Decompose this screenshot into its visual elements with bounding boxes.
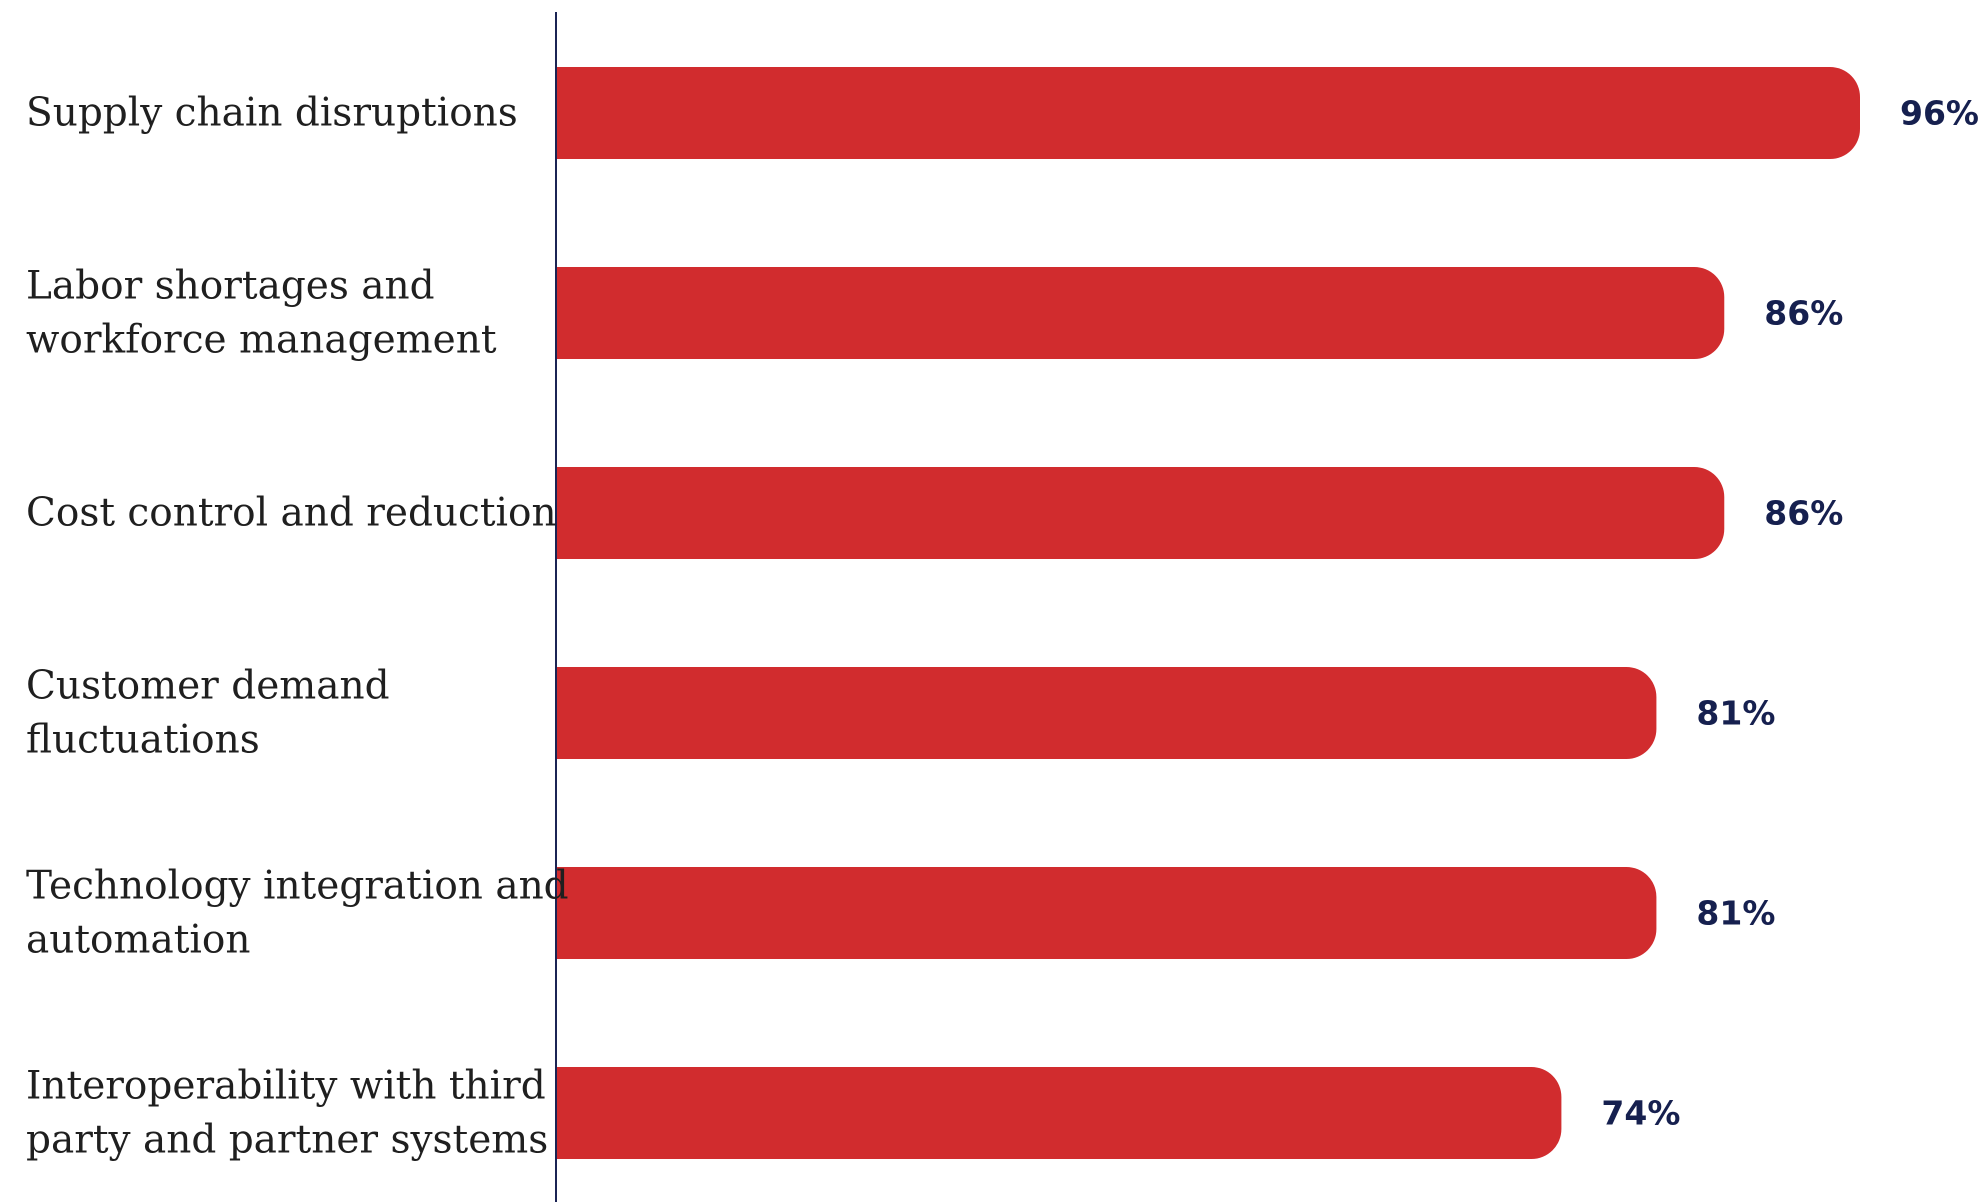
category-label-2: Labor shortages and workforce management — [26, 264, 497, 363]
category-label-line: Labor shortages and — [26, 264, 435, 309]
category-label-line: Customer demand — [26, 664, 390, 709]
value-label-6: 74% — [1601, 1094, 1680, 1133]
category-label-6: Interoperability with third party and par… — [26, 1064, 548, 1163]
category-label-5: Technology integration and automation — [26, 864, 569, 963]
bar-3 — [557, 467, 1725, 559]
category-label-3: Cost control and reduction — [26, 491, 557, 536]
category-label-line: Cost control and reduction — [26, 491, 557, 536]
bar-6 — [557, 1067, 1562, 1159]
category-label-line: party and partner systems — [26, 1118, 548, 1163]
category-label-line: workforce management — [26, 318, 497, 363]
category-label-line: automation — [26, 918, 251, 963]
bar-1 — [557, 67, 1860, 159]
value-label-1: 96% — [1900, 94, 1979, 133]
category-label-4: Customer demand fluctuations — [26, 664, 390, 763]
value-label-4: 81% — [1696, 694, 1775, 733]
category-label-line: Interoperability with third — [26, 1064, 546, 1109]
value-label-3: 86% — [1764, 494, 1843, 533]
value-label-5: 81% — [1696, 894, 1775, 933]
value-label-2: 86% — [1764, 294, 1843, 333]
category-label-line: fluctuations — [26, 718, 260, 763]
category-label-1: Supply chain disruptions — [26, 91, 518, 136]
category-label-line: Technology integration and — [26, 864, 569, 909]
category-label-line: Supply chain disruptions — [26, 91, 518, 136]
bar-2 — [557, 267, 1725, 359]
bar-5 — [557, 867, 1657, 959]
bar-4 — [557, 667, 1657, 759]
